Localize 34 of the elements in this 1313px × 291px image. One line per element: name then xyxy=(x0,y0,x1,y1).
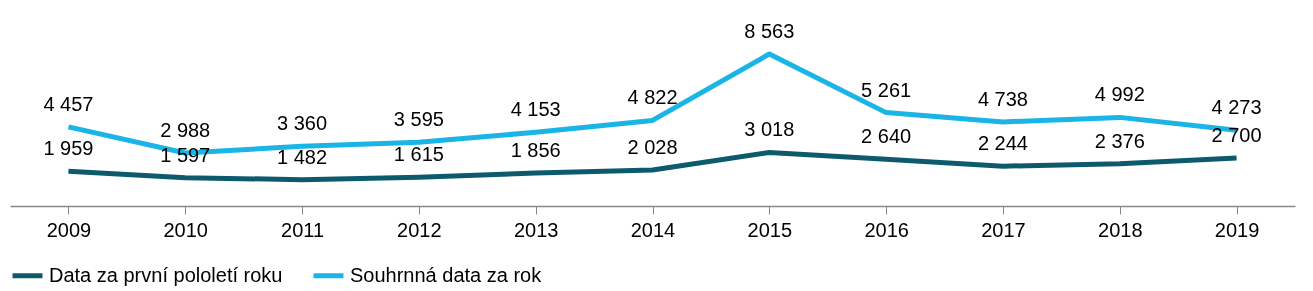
x-tick-label: 2012 xyxy=(397,218,442,241)
data-label: 2 640 xyxy=(861,125,912,148)
legend-label: Data za první pololetí roku xyxy=(49,263,283,286)
data-label: 1 615 xyxy=(393,143,444,166)
x-tick-label: 2017 xyxy=(981,218,1026,241)
x-tick-label: 2018 xyxy=(1098,218,1143,241)
data-label: 1 959 xyxy=(43,137,94,160)
data-label: 1 856 xyxy=(510,139,561,162)
data-label: 2 376 xyxy=(1094,129,1145,152)
data-label: 4 457 xyxy=(43,92,94,115)
data-label: 3 595 xyxy=(393,108,444,131)
data-label: 4 992 xyxy=(1094,83,1145,106)
data-label: 4 273 xyxy=(1211,96,1262,119)
data-label: 4 822 xyxy=(627,86,678,109)
data-label: 8 563 xyxy=(744,20,795,42)
x-tick-label: 2016 xyxy=(864,218,909,241)
data-label: 4 153 xyxy=(510,98,561,121)
data-label: 2 028 xyxy=(627,136,678,158)
data-label: 4 738 xyxy=(977,87,1028,110)
data-label: 5 261 xyxy=(861,78,912,101)
x-tick-label: 2009 xyxy=(46,218,92,241)
data-label: 2 988 xyxy=(160,118,211,141)
data-label: 3 018 xyxy=(744,118,795,141)
x-tick-label: 2019 xyxy=(1214,218,1260,241)
legend-label: Souhrnná data za rok xyxy=(350,263,543,286)
data-label: 1 482 xyxy=(277,145,328,168)
x-tick-label: 2015 xyxy=(747,218,793,241)
x-tick-label: 2014 xyxy=(630,218,676,241)
data-label: 2 700 xyxy=(1211,124,1262,147)
x-tick-label: 2011 xyxy=(281,218,325,241)
x-tick-label: 2013 xyxy=(513,218,559,241)
x-tick-label: 2010 xyxy=(163,218,208,241)
data-label: 3 360 xyxy=(277,112,328,135)
data-label: 2 244 xyxy=(977,132,1028,155)
